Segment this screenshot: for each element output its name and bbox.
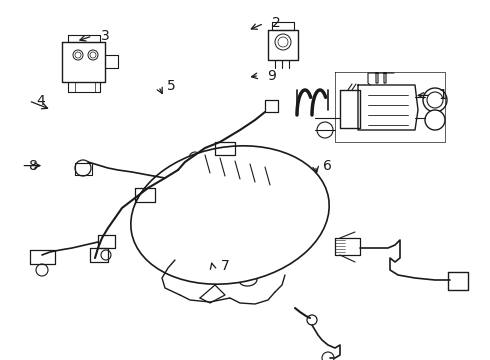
Circle shape: [73, 50, 83, 60]
Text: 8: 8: [29, 159, 38, 172]
Text: 5: 5: [167, 80, 175, 93]
Circle shape: [88, 50, 98, 60]
Circle shape: [307, 315, 317, 325]
Circle shape: [189, 152, 201, 164]
Circle shape: [133, 176, 217, 260]
Circle shape: [423, 88, 447, 112]
Circle shape: [75, 160, 91, 176]
Circle shape: [317, 122, 333, 138]
Ellipse shape: [131, 146, 329, 284]
Text: 2: 2: [272, 17, 281, 30]
Text: 6: 6: [323, 159, 332, 172]
Text: 4: 4: [37, 94, 46, 108]
Text: 7: 7: [220, 260, 229, 273]
Circle shape: [147, 190, 203, 246]
Circle shape: [322, 352, 334, 360]
Text: 3: 3: [100, 29, 109, 43]
Circle shape: [275, 34, 291, 50]
Circle shape: [36, 264, 48, 276]
Text: 9: 9: [267, 69, 276, 82]
Ellipse shape: [239, 274, 257, 286]
Circle shape: [425, 110, 445, 130]
Text: 1: 1: [439, 89, 447, 102]
